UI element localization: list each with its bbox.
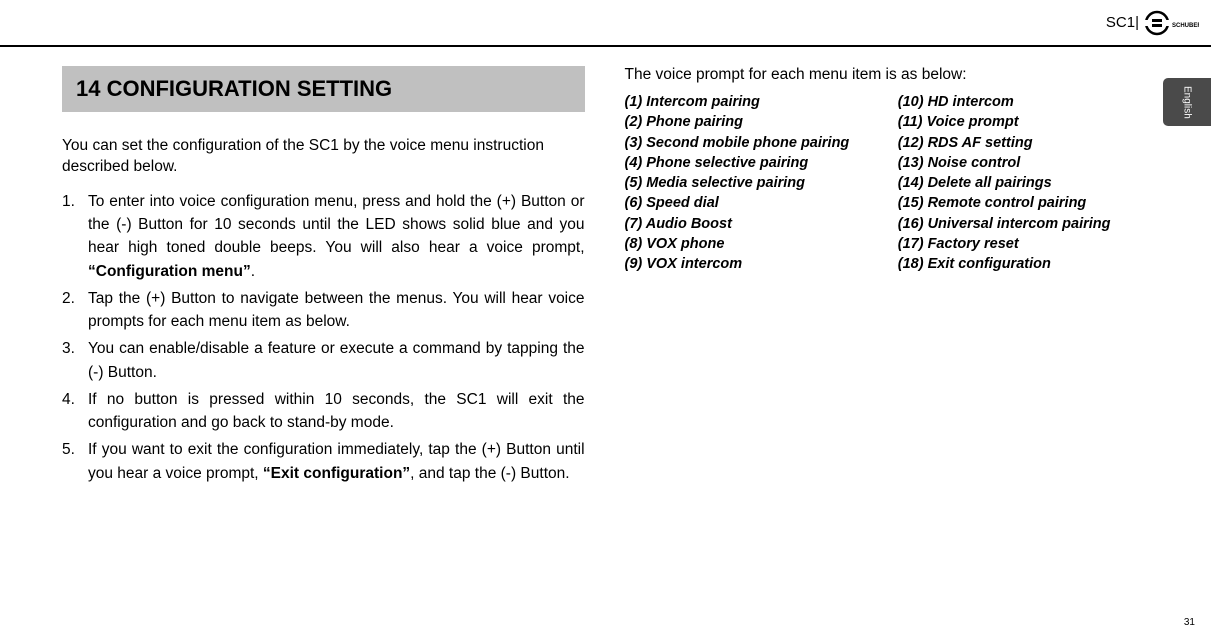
prompt-intro: The voice prompt for each menu item is a… bbox=[625, 66, 1151, 84]
product-label: SC1| bbox=[1106, 14, 1139, 31]
page-content: 14 CONFIGURATION SETTING You can set the… bbox=[62, 66, 1151, 489]
prompt-item: (6) Speed dial bbox=[625, 193, 878, 213]
prompt-item: (3) Second mobile phone pairing bbox=[625, 133, 878, 153]
prompt-item: (9) VOX intercom bbox=[625, 254, 878, 274]
prompt-item: (12) RDS AF setting bbox=[898, 133, 1151, 153]
step-3: You can enable/disable a feature or exec… bbox=[62, 337, 585, 384]
step-text: . bbox=[251, 263, 255, 280]
prompt-item: (7) Audio Boost bbox=[625, 214, 878, 234]
prompt-item: (1) Intercom pairing bbox=[625, 92, 878, 112]
prompt-item: (15) Remote control pairing bbox=[898, 193, 1151, 213]
step-text: , and tap the (-) Button. bbox=[410, 465, 569, 482]
language-tab[interactable]: English bbox=[1163, 78, 1211, 126]
prompt-col-left: (1) Intercom pairing (2) Phone pairing (… bbox=[625, 92, 878, 275]
prompt-item: (10) HD intercom bbox=[898, 92, 1151, 112]
step-text: To enter into voice configuration menu, … bbox=[88, 193, 585, 257]
step-bold: “Exit configuration” bbox=[263, 465, 410, 482]
step-bold: “Configuration menu” bbox=[88, 263, 251, 280]
header-divider bbox=[0, 45, 1211, 47]
prompt-item: (17) Factory reset bbox=[898, 234, 1151, 254]
prompt-item: (2) Phone pairing bbox=[625, 112, 878, 132]
schuberth-logo-icon: SCHUBERTH bbox=[1144, 8, 1199, 38]
step-4: If no button is pressed within 10 second… bbox=[62, 388, 585, 435]
prompt-item: (16) Universal intercom pairing bbox=[898, 214, 1151, 234]
prompt-item: (5) Media selective pairing bbox=[625, 173, 878, 193]
section-title: 14 CONFIGURATION SETTING bbox=[62, 66, 585, 112]
step-5: If you want to exit the configuration im… bbox=[62, 438, 585, 485]
prompt-item: (14) Delete all pairings bbox=[898, 173, 1151, 193]
prompt-item: (8) VOX phone bbox=[625, 234, 878, 254]
prompt-item: (13) Noise control bbox=[898, 153, 1151, 173]
instruction-list: To enter into voice configuration menu, … bbox=[62, 190, 585, 485]
prompt-columns: (1) Intercom pairing (2) Phone pairing (… bbox=[625, 92, 1151, 275]
step-1: To enter into voice configuration menu, … bbox=[62, 190, 585, 283]
intro-text: You can set the configuration of the SC1… bbox=[62, 136, 585, 178]
page-header: SC1| SCHUBERTH bbox=[0, 0, 1211, 45]
prompt-item: (11) Voice prompt bbox=[898, 112, 1151, 132]
svg-text:SCHUBERTH: SCHUBERTH bbox=[1172, 23, 1199, 29]
left-column: 14 CONFIGURATION SETTING You can set the… bbox=[62, 66, 585, 489]
page-number: 31 bbox=[1184, 617, 1195, 628]
prompt-col-right: (10) HD intercom (11) Voice prompt (12) … bbox=[898, 92, 1151, 275]
right-column: The voice prompt for each menu item is a… bbox=[625, 66, 1151, 489]
prompt-item: (18) Exit configuration bbox=[898, 254, 1151, 274]
brand-logo: SCHUBERTH bbox=[1144, 8, 1199, 38]
language-label: English bbox=[1182, 86, 1193, 119]
prompt-item: (4) Phone selective pairing bbox=[625, 153, 878, 173]
step-2: Tap the (+) Button to navigate between t… bbox=[62, 287, 585, 334]
